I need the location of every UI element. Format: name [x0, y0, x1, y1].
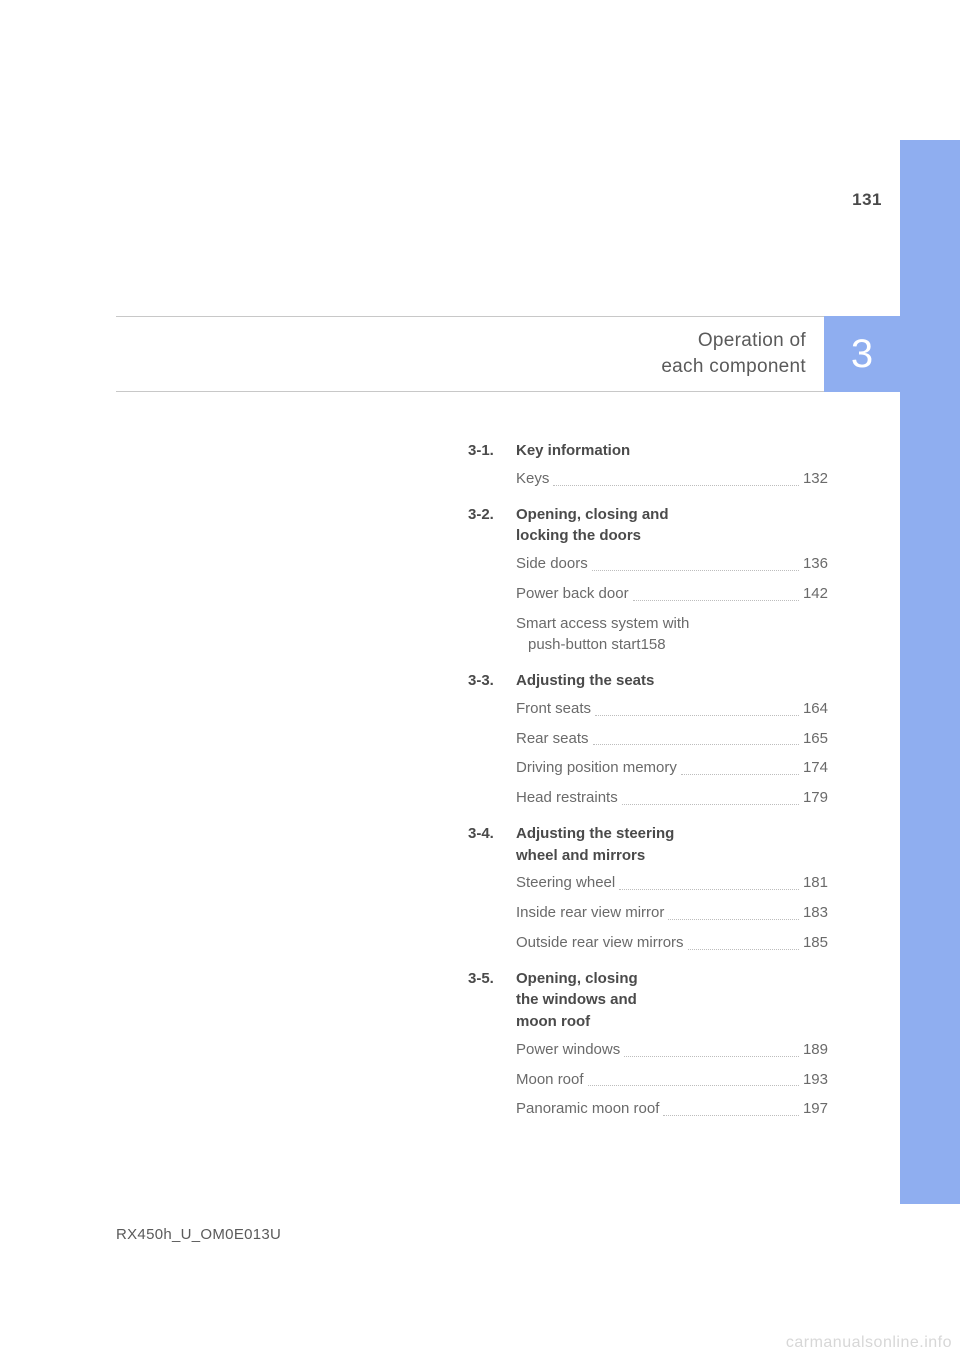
chapter-title: Operation of each component	[116, 328, 824, 379]
toc-section-number: 3-1.	[468, 440, 516, 462]
toc-item: Inside rear view mirror 183	[516, 902, 828, 924]
toc-item: Moon roof 193	[516, 1069, 828, 1091]
toc-section-number: 3-3.	[468, 670, 516, 692]
toc-section-header: 3-3. Adjusting the seats	[468, 670, 828, 692]
toc-section-header: 3-2. Opening, closing andlocking the doo…	[468, 504, 828, 548]
toc-item-page: 197	[803, 1098, 828, 1120]
toc-item-label: Inside rear view mirror	[516, 902, 664, 924]
toc-item-page: 174	[803, 757, 828, 779]
chapter-title-line2: each component	[661, 356, 806, 377]
toc-item-label: Steering wheel	[516, 872, 615, 894]
toc-item-page: 181	[803, 872, 828, 894]
chapter-title-line1: Operation of	[698, 330, 806, 351]
chapter-number-badge: 3	[824, 316, 900, 392]
toc-dots	[588, 1085, 799, 1086]
toc-item-page: 165	[803, 728, 828, 750]
toc-item: Smart access system with push-button sta…	[516, 613, 828, 657]
toc-item: Power back door 142	[516, 583, 828, 605]
toc-item: Front seats 164	[516, 698, 828, 720]
toc-item-label: Driving position memory	[516, 757, 677, 779]
toc-section: 3-4. Adjusting the steeringwheel and mir…	[468, 823, 828, 954]
toc-section: 3-2. Opening, closing andlocking the doo…	[468, 504, 828, 657]
toc-dots	[681, 774, 799, 775]
toc-section-header: 3-1. Key information	[468, 440, 828, 462]
toc-item: Driving position memory 174	[516, 757, 828, 779]
toc-item-label: Power windows	[516, 1039, 620, 1061]
toc-item-label: Head restraints	[516, 787, 618, 809]
chapter-header: Operation of each component 3	[116, 316, 900, 392]
toc-item-label: Power back door	[516, 583, 629, 605]
toc-item-label-line2: push-button start	[528, 634, 641, 656]
table-of-contents: 3-1. Key information Keys 132 3-2. Openi…	[468, 440, 828, 1128]
toc-item: Outside rear view mirrors 185	[516, 932, 828, 954]
toc-item-page: 158	[641, 634, 666, 656]
toc-section-number: 3-2.	[468, 504, 516, 526]
watermark-text: carmanualsonline.info	[786, 1334, 952, 1352]
toc-item-page: 132	[803, 468, 828, 490]
toc-section-title: Adjusting the seats	[516, 670, 828, 692]
toc-item: Rear seats 165	[516, 728, 828, 750]
toc-dots	[622, 804, 799, 805]
toc-section-title: Opening, closing andlocking the doors	[516, 504, 828, 548]
toc-section-number: 3-5.	[468, 968, 516, 990]
section-side-tab	[900, 140, 960, 1204]
toc-section-number: 3-4.	[468, 823, 516, 845]
toc-item-page: 142	[803, 583, 828, 605]
toc-item: Keys 132	[516, 468, 828, 490]
toc-item-page: 189	[803, 1039, 828, 1061]
toc-item-label: Panoramic moon roof	[516, 1098, 659, 1120]
toc-item: Power windows 189	[516, 1039, 828, 1061]
toc-item: Steering wheel 181	[516, 872, 828, 894]
toc-section-title: Opening, closingthe windows andmoon roof	[516, 968, 828, 1033]
toc-dots	[619, 889, 799, 890]
toc-item-label: Smart access system with	[516, 613, 828, 635]
toc-item: Side doors 136	[516, 553, 828, 575]
toc-item-label: Outside rear view mirrors	[516, 932, 684, 954]
toc-item-label: Moon roof	[516, 1069, 584, 1091]
toc-dots	[688, 949, 799, 950]
toc-item-label: Keys	[516, 468, 549, 490]
toc-item-page: 164	[803, 698, 828, 720]
toc-dots	[633, 600, 799, 601]
toc-item-label: Side doors	[516, 553, 588, 575]
toc-section-title: Adjusting the steeringwheel and mirrors	[516, 823, 828, 867]
toc-dots	[668, 919, 799, 920]
toc-item: Panoramic moon roof 197	[516, 1098, 828, 1120]
footer-document-code: RX450h_U_OM0E013U	[116, 1226, 281, 1243]
toc-section: 3-3. Adjusting the seats Front seats 164…	[468, 670, 828, 809]
page-number: 131	[852, 190, 882, 210]
toc-item-page: 185	[803, 932, 828, 954]
toc-section: 3-1. Key information Keys 132	[468, 440, 828, 490]
toc-dots	[593, 744, 799, 745]
toc-dots	[663, 1115, 799, 1116]
toc-item-page: 179	[803, 787, 828, 809]
toc-item-page: 136	[803, 553, 828, 575]
toc-section-header: 3-4. Adjusting the steeringwheel and mir…	[468, 823, 828, 867]
toc-dots	[592, 570, 799, 571]
toc-item-label: Front seats	[516, 698, 591, 720]
toc-section-header: 3-5. Opening, closingthe windows andmoon…	[468, 968, 828, 1033]
toc-item-label: Rear seats	[516, 728, 589, 750]
toc-item-page: 193	[803, 1069, 828, 1091]
toc-item: Head restraints 179	[516, 787, 828, 809]
toc-dots	[553, 485, 799, 486]
toc-section: 3-5. Opening, closingthe windows andmoon…	[468, 968, 828, 1121]
toc-dots	[624, 1056, 799, 1057]
toc-item-page: 183	[803, 902, 828, 924]
toc-section-title: Key information	[516, 440, 828, 462]
toc-dots	[595, 715, 799, 716]
